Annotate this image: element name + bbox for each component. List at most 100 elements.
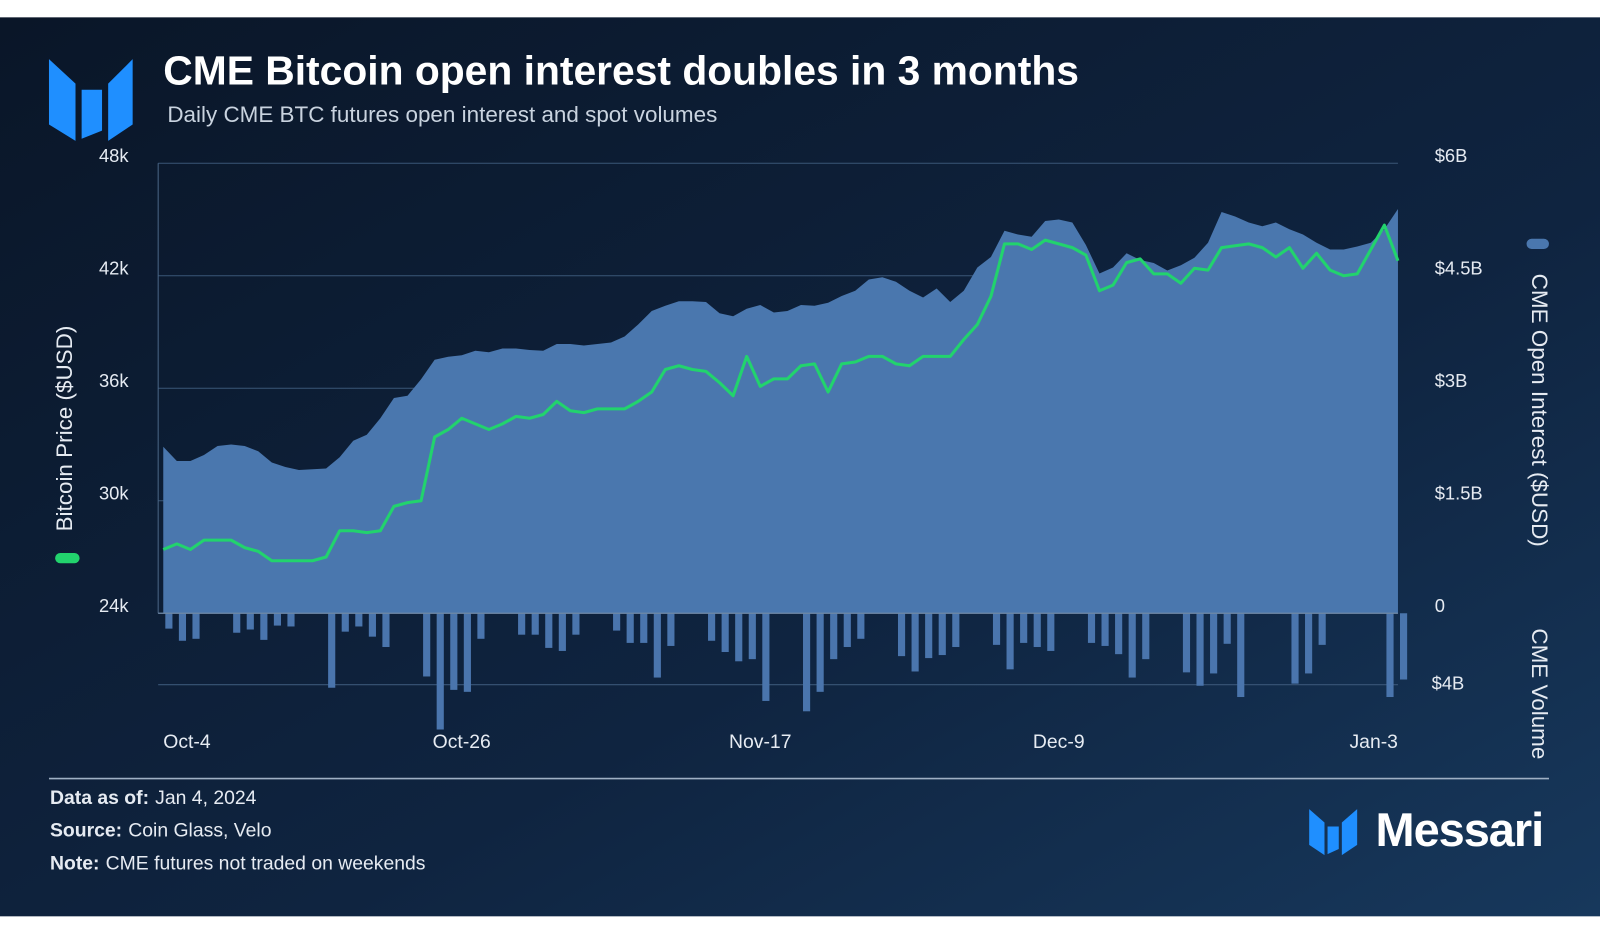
y2-tick-label: $4.5B (1435, 257, 1483, 278)
volume-bar (735, 613, 743, 662)
volume-bar (355, 613, 363, 627)
volume-bar (1400, 613, 1408, 680)
volume-bar (1318, 613, 1326, 645)
y-axis-label: Bitcoin Price ($USD) (52, 326, 77, 532)
volume-bar (1142, 613, 1150, 660)
volume-bar (477, 613, 485, 639)
volume-bar (640, 613, 648, 643)
volume-bar (952, 613, 960, 648)
volume-bar (1115, 613, 1123, 655)
footer-label: Note: (50, 852, 100, 874)
volume-bar (1020, 613, 1028, 643)
volume-bar (1210, 613, 1218, 674)
volume-bar (1223, 613, 1231, 644)
volume-bar (992, 613, 1001, 645)
volume-bar (1128, 613, 1136, 678)
x-tick-label: Oct-4 (163, 731, 211, 753)
volume-bar (816, 613, 824, 692)
price-line (162, 223, 1400, 563)
y2-tick-label: $6B (1435, 145, 1468, 166)
volume-bar (233, 613, 241, 633)
volume-bar (911, 613, 919, 672)
volume-bar (1087, 613, 1096, 643)
volume-bar (450, 613, 458, 690)
volume-bar (803, 613, 811, 712)
volume-bar (1305, 613, 1313, 674)
footer-line: Note: CME futures not traded on weekends (50, 852, 426, 874)
volume-bar (178, 613, 187, 641)
y2-tick-label: $1.5B (1435, 482, 1483, 503)
legend-swatch (55, 553, 80, 564)
footer-value: Coin Glass, Velo (128, 820, 271, 842)
volume-bar (273, 613, 281, 626)
y2-axis-label: CME Open Interest ($USD) (1527, 274, 1552, 547)
volume-bar (667, 613, 675, 646)
y3-axis-label: CME Volume (1527, 628, 1552, 759)
volume-bar (572, 613, 580, 635)
volume-bar (260, 613, 268, 640)
volume-bar (1047, 613, 1055, 651)
volume-bar (423, 613, 431, 677)
footer-label: Data as of: (50, 787, 149, 809)
volume-bar (368, 613, 376, 637)
footer-value: Jan 4, 2024 (155, 787, 256, 809)
y3-tick-label: $4B (1432, 673, 1465, 694)
volume-bar (1006, 613, 1014, 670)
volume-bar (843, 613, 851, 648)
footer-label: Source: (50, 820, 122, 842)
volume-bar (748, 613, 756, 660)
x-tick-label: Jan-3 (1349, 731, 1397, 753)
volume-bar (626, 613, 634, 643)
chart-subtitle: Daily CME BTC futures open interest and … (167, 102, 717, 127)
volume-bar (721, 613, 729, 653)
volume-bar (287, 613, 295, 627)
x-tick-label: Oct-26 (433, 731, 491, 753)
volume-bar (518, 613, 526, 635)
volume-bar (613, 613, 621, 631)
volume-bar (545, 613, 553, 648)
y-tick-label: 24k (99, 595, 129, 616)
volume-bar (938, 613, 946, 656)
chart-title: CME Bitcoin open interest doubles in 3 m… (163, 47, 1079, 93)
volume-bar (436, 613, 444, 730)
volume-bar (762, 613, 770, 701)
y-tick-label: 30k (99, 482, 129, 503)
y-tick-label: 36k (99, 370, 129, 391)
logo (48, 59, 133, 141)
volume-bar (531, 613, 539, 635)
plot: 24k 30k 36k 42k 48k 0 $1.5B $3B $4.5B $6B $4B Oct-4… (99, 145, 1483, 753)
volume-bar (1196, 613, 1204, 686)
volume-bar (382, 613, 390, 648)
y2-tick-label: $3B (1435, 370, 1468, 391)
volume-bar (463, 613, 471, 692)
volume-bar (1182, 613, 1191, 673)
x-tick-label: Dec-9 (1033, 731, 1085, 753)
volume-bar (653, 613, 661, 678)
brand-name: Messari (1376, 804, 1544, 856)
footer-line: Source: Coin Glass, Velo (50, 820, 271, 842)
y2-tick-label: 0 (1435, 595, 1445, 616)
volume-bar (857, 613, 865, 639)
volume-bar (830, 613, 838, 660)
volume-bar (708, 613, 716, 641)
brand-logo (1309, 809, 1358, 856)
volume-bar (165, 613, 173, 629)
volume-bar (192, 613, 200, 639)
volume-bar (1237, 613, 1245, 698)
volume-bar (558, 613, 566, 651)
y-tick-label: 42k (99, 257, 129, 278)
volume-bar (246, 613, 254, 630)
y-tick-label: 48k (99, 145, 129, 166)
volume-bar (1033, 613, 1041, 648)
volume-bar (328, 613, 336, 688)
volume-bar (897, 613, 906, 657)
legend-swatch (1526, 238, 1549, 249)
footer-line: Data as of: Jan 4, 2024 (50, 787, 257, 809)
oi-area (163, 209, 1398, 614)
x-tick-label: Nov-17 (729, 731, 791, 753)
volume-bar (1386, 613, 1394, 698)
volume-bar (1291, 613, 1299, 684)
volume-bar (1101, 613, 1109, 646)
volume-bar (925, 613, 933, 659)
